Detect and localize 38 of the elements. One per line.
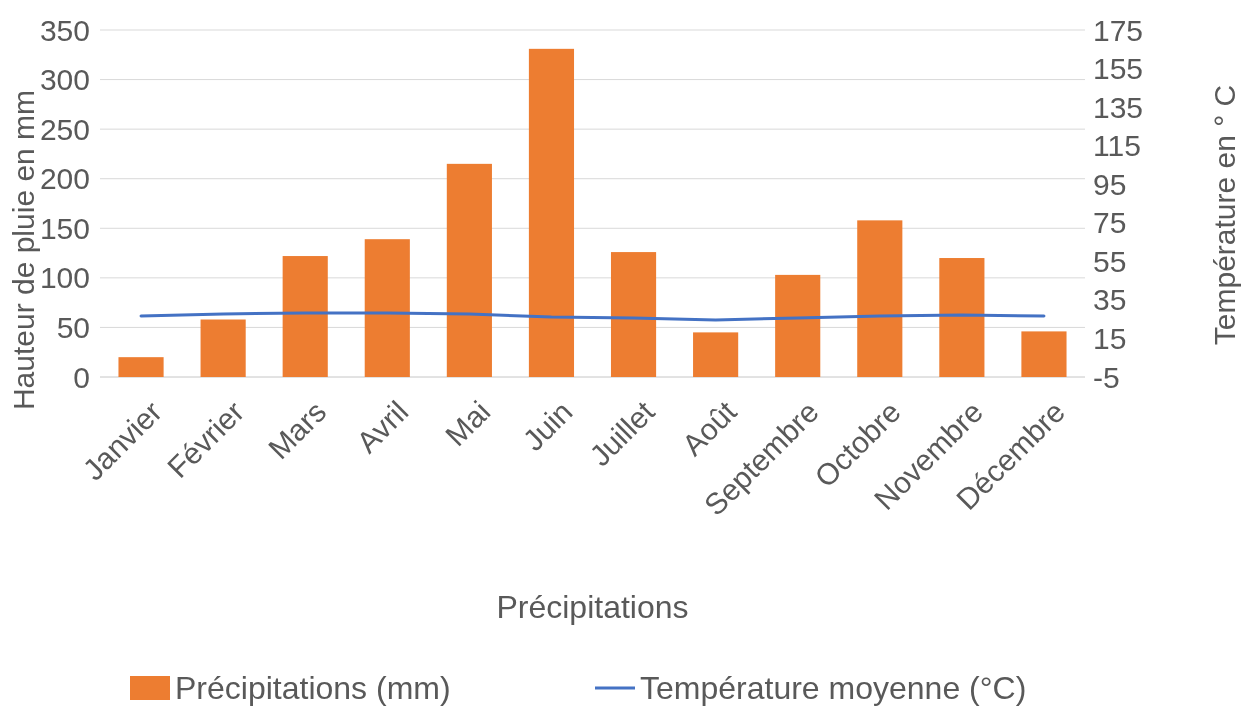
y-tick-label: 250	[39, 112, 90, 146]
y-tick-label: 200	[39, 162, 90, 196]
bar	[693, 332, 739, 377]
y2-tick-label: 15	[1093, 321, 1127, 355]
bar	[528, 48, 575, 377]
y2-tick-label: 155	[1093, 52, 1144, 86]
bar	[282, 256, 328, 377]
bar	[857, 220, 903, 377]
y-tick-label: 150	[39, 211, 90, 245]
y2-axis-title: Température en ° C	[1208, 84, 1241, 346]
legend-label: Précipitations (mm)	[175, 670, 451, 707]
line-series	[139, 311, 1046, 322]
y2-tick-label: 35	[1093, 283, 1127, 317]
y-tick-label: 50	[56, 310, 90, 344]
legend-label: Température moyenne (°C)	[640, 670, 1027, 707]
y2-tick-label: 115	[1093, 129, 1141, 163]
bar	[364, 239, 410, 377]
y2-tick-label: 135	[1093, 90, 1144, 124]
y-tick-label: 350	[39, 13, 90, 47]
y2-tick-label: 95	[1093, 167, 1127, 201]
y2-tick-label: 175	[1093, 13, 1144, 47]
y2-tick-label: 75	[1093, 206, 1127, 240]
y2-tick-label: 55	[1093, 244, 1127, 278]
bar	[939, 258, 985, 377]
x-tick-label: Mai	[438, 394, 497, 453]
bar	[446, 163, 492, 377]
y2-tick-label: -5	[1093, 360, 1120, 394]
bar	[200, 319, 246, 377]
x-axis-title: Précipitations	[496, 589, 689, 625]
y-axis-title: Hauteur de pluie en mm	[7, 89, 40, 411]
y-tick-label: 300	[39, 63, 90, 97]
y-tick-label: 100	[39, 261, 90, 295]
x-tick-label: Juin	[516, 394, 579, 458]
bar	[775, 274, 821, 377]
bar	[610, 252, 657, 377]
bar	[118, 357, 164, 377]
y-tick-label: 0	[73, 360, 90, 394]
bar	[1021, 331, 1067, 377]
